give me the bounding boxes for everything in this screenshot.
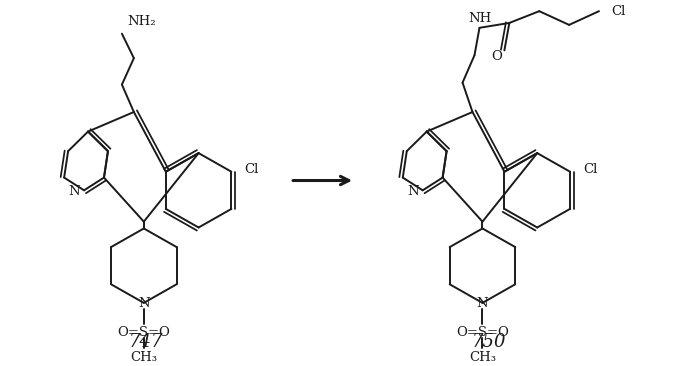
Text: NH₂: NH₂: [127, 15, 155, 29]
Text: CH₃: CH₃: [469, 351, 496, 364]
Text: Cl: Cl: [583, 163, 598, 176]
Text: O=S=O: O=S=O: [456, 326, 509, 339]
Text: O=S=O: O=S=O: [117, 326, 171, 339]
Text: N: N: [407, 185, 419, 198]
Text: CH₃: CH₃: [130, 351, 157, 364]
Text: NH: NH: [468, 12, 491, 25]
Text: N: N: [477, 297, 489, 310]
Text: 747: 747: [129, 333, 163, 351]
Text: Cl: Cl: [611, 5, 626, 18]
Text: 750: 750: [473, 333, 507, 351]
Text: N: N: [138, 297, 150, 310]
Text: N: N: [69, 185, 80, 198]
Text: Cl: Cl: [245, 163, 259, 176]
Text: O: O: [491, 50, 502, 63]
